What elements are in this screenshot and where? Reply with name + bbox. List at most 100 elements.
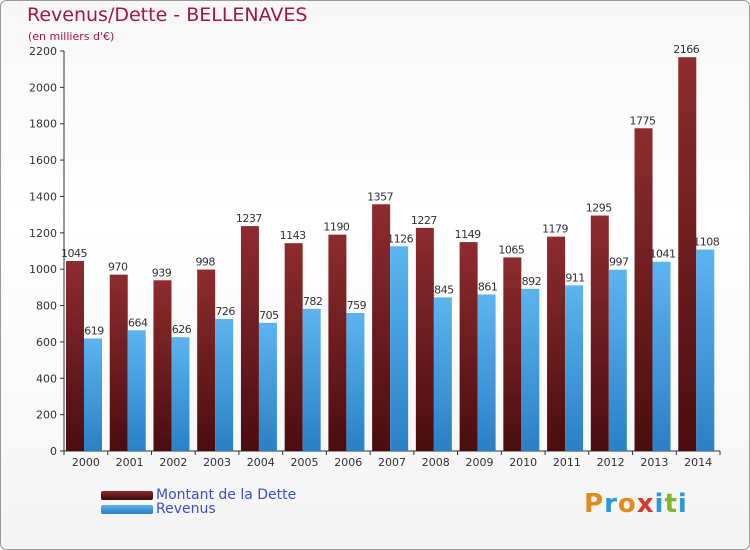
bar-dette (459, 242, 478, 451)
x-tick-label: 2009 (465, 456, 493, 469)
data-label-dette: 1357 (367, 190, 393, 203)
logo-letter: P (584, 489, 605, 519)
bar-dette (284, 243, 303, 451)
data-label-revenus: 1041 (650, 248, 676, 261)
data-label-dette: 1775 (630, 114, 656, 127)
x-tick-label: 2012 (597, 456, 625, 469)
bar-dette (503, 257, 522, 451)
x-tick-label: 2000 (72, 456, 100, 469)
data-label-revenus: 705 (259, 309, 279, 322)
bar-revenus (477, 294, 496, 451)
data-label-revenus: 845 (434, 283, 454, 296)
y-tick-label: 400 (36, 372, 57, 385)
data-label-revenus: 861 (478, 280, 498, 293)
x-tick-label: 2010 (509, 456, 537, 469)
bar-revenus (84, 338, 102, 451)
bar-dette (109, 274, 128, 451)
data-label-dette: 1045 (61, 247, 87, 260)
data-label-dette: 939 (152, 266, 172, 279)
logo-letter: r (604, 489, 618, 519)
x-tick-label: 2006 (334, 456, 362, 469)
chart-title: Revenus/Dette - BELLENAVES (27, 4, 308, 26)
bar-dette (678, 57, 697, 451)
data-label-revenus: 626 (172, 323, 192, 336)
data-label-dette: 1179 (542, 223, 568, 236)
y-tick-label: 1400 (29, 190, 57, 203)
x-tick-label: 2002 (159, 456, 187, 469)
logo-letter: i (677, 489, 688, 519)
logo-letter: t (664, 489, 678, 519)
legend-label-dette: Montant de la Dette (156, 487, 297, 503)
data-label-revenus: 997 (609, 256, 629, 269)
bar-dette (66, 261, 84, 451)
data-label-dette: 1065 (498, 243, 524, 256)
y-tick-label: 1000 (29, 263, 57, 276)
x-tick-label: 2003 (203, 456, 231, 469)
data-label-revenus: 664 (128, 316, 148, 329)
data-label-dette: 998 (195, 256, 215, 269)
legend-swatch-revenus (101, 504, 153, 514)
bar-dette (547, 236, 566, 451)
y-tick-label: 2000 (29, 81, 57, 94)
bar-dette (590, 215, 609, 451)
data-label-revenus: 619 (84, 324, 104, 337)
legend-item-revenus: Revenus (101, 501, 216, 517)
y-tick-label: 600 (36, 336, 57, 349)
data-label-revenus: 1108 (693, 236, 719, 249)
x-tick-label: 2011 (553, 456, 581, 469)
bar-dette (328, 234, 347, 451)
bar-revenus (696, 249, 715, 451)
data-label-dette: 1143 (280, 229, 306, 242)
data-label-dette: 1149 (455, 228, 481, 241)
x-tick-label: 2013 (640, 456, 668, 469)
data-label-revenus: 1126 (387, 232, 413, 245)
bar-dette (153, 280, 172, 451)
data-label-dette: 1190 (323, 221, 349, 234)
y-tick-label: 1600 (29, 154, 57, 167)
bar-dette (634, 128, 653, 451)
x-tick-label: 2014 (684, 456, 712, 469)
logo-letter: i (654, 489, 665, 519)
data-label-dette: 2166 (673, 43, 699, 56)
bar-revenus (521, 288, 540, 451)
bar-revenus (390, 246, 409, 451)
bar-dette (197, 269, 216, 451)
y-tick-label: 2200 (29, 45, 57, 58)
bar-revenus (346, 313, 365, 451)
bar-revenus (652, 261, 671, 451)
y-tick-label: 1200 (29, 227, 57, 240)
x-tick-label: 2004 (247, 456, 275, 469)
legend-swatch-dette (101, 490, 153, 500)
bar-dette (372, 204, 391, 451)
bar-dette (415, 227, 434, 451)
proxiti-logo: Proxiti (584, 489, 688, 519)
bar-revenus (127, 330, 146, 451)
logo-letter: o (617, 489, 637, 519)
chart-subtitle: (en milliers d'€) (28, 30, 115, 43)
x-tick-label: 2005 (291, 456, 319, 469)
x-tick-label: 2008 (422, 456, 450, 469)
bar-revenus (608, 269, 627, 451)
data-label-dette: 1227 (411, 214, 437, 227)
y-tick-label: 800 (36, 300, 57, 313)
x-tick-label: 2001 (116, 456, 144, 469)
data-label-revenus: 726 (215, 305, 235, 318)
data-label-revenus: 782 (303, 295, 323, 308)
bar-dette (240, 226, 259, 451)
y-tick-label: 0 (50, 445, 57, 458)
y-tick-label: 200 (36, 409, 57, 422)
bar-revenus (433, 297, 452, 451)
data-label-dette: 970 (108, 261, 128, 274)
legend-label-revenus: Revenus (156, 501, 216, 517)
data-label-dette: 1237 (236, 212, 262, 225)
bar-revenus (171, 337, 190, 451)
data-label-dette: 1295 (586, 202, 612, 215)
data-label-revenus: 892 (522, 275, 542, 288)
data-label-revenus: 911 (565, 271, 585, 284)
legend-item-dette: Montant de la Dette (101, 487, 296, 503)
y-tick-label: 1800 (29, 118, 57, 131)
x-tick-label: 2007 (378, 456, 406, 469)
bar-revenus (258, 322, 277, 451)
